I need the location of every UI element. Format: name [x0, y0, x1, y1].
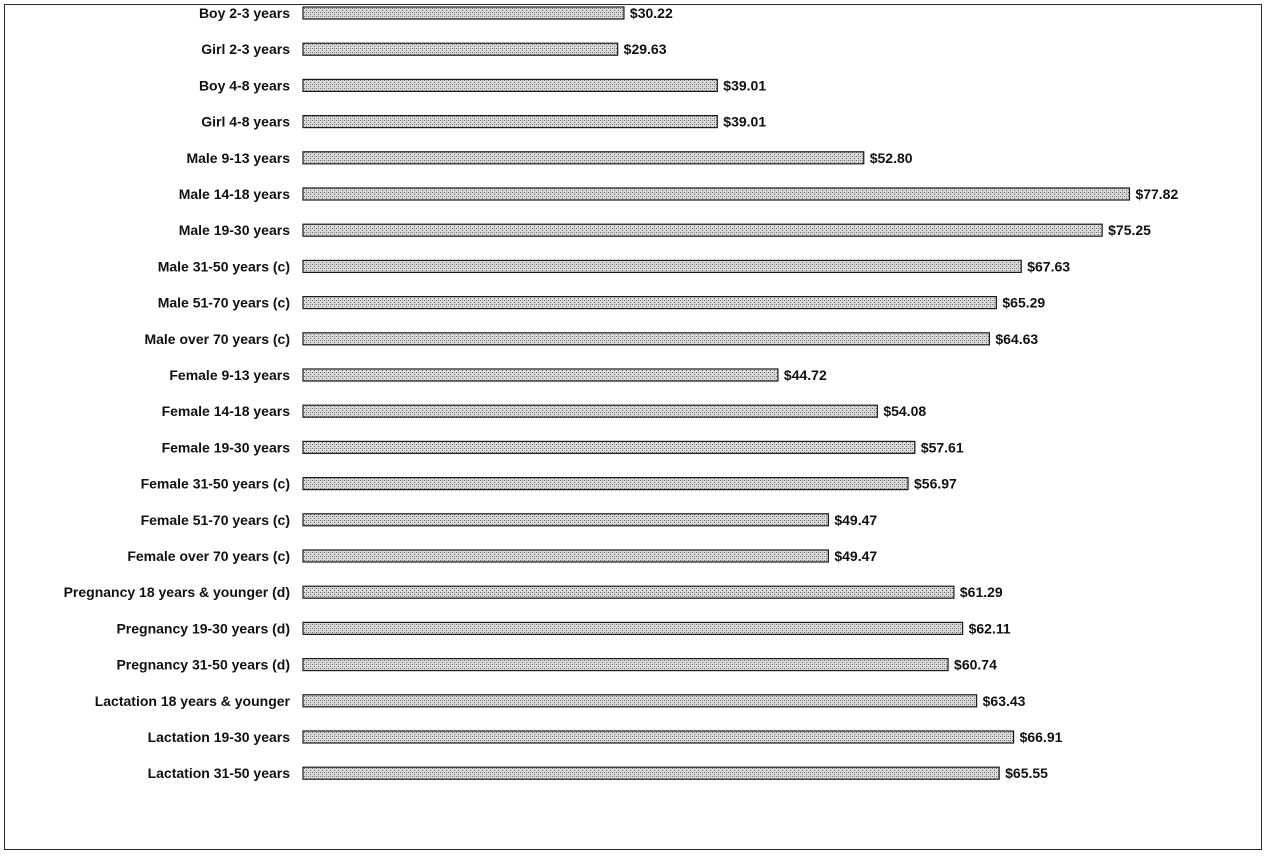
value-label: $29.63: [624, 41, 667, 57]
category-label: Female over 70 years (c): [127, 548, 290, 564]
bar: [302, 513, 829, 527]
bar: [302, 114, 718, 129]
category-label: Male over 70 years (c): [144, 331, 290, 347]
category-label: Pregnancy 31-50 years (d): [116, 657, 290, 673]
category-label: Lactation 19-30 years: [148, 729, 291, 745]
value-label: $54.08: [883, 403, 926, 419]
value-label: $77.82: [1135, 186, 1178, 202]
category-label: Pregnancy 19-30 years (d): [116, 620, 290, 636]
bar: [302, 42, 619, 56]
bar: [302, 549, 829, 563]
category-label: Boy 2-3 years: [199, 5, 290, 21]
bar: [302, 151, 865, 165]
bar: [302, 332, 990, 346]
category-label: Boy 4-8 years: [199, 77, 290, 93]
bar: [302, 187, 1131, 201]
category-label: Pregnancy 18 years & younger (d): [64, 584, 290, 600]
category-label: Female 14-18 years: [162, 403, 291, 419]
value-label: $39.01: [723, 77, 766, 93]
category-label: Lactation 18 years & younger: [95, 693, 291, 709]
value-label: $57.61: [921, 439, 964, 455]
bar: [302, 621, 964, 636]
category-label: Female 9-13 years: [169, 367, 290, 383]
value-label: $60.74: [954, 657, 997, 673]
category-label: Male 14-18 years: [179, 186, 291, 202]
bar: [302, 694, 978, 708]
value-label: $39.01: [723, 114, 766, 130]
category-label: Male 19-30 years: [179, 222, 291, 238]
bar: [302, 657, 949, 672]
bar: [302, 440, 916, 454]
chart-frame: [4, 4, 1262, 850]
value-label: $61.29: [960, 584, 1003, 600]
bar: [302, 78, 718, 93]
bar: [302, 223, 1103, 237]
category-label: Female 31-50 years (c): [141, 476, 290, 492]
category-label: Female 19-30 years: [162, 439, 291, 455]
category-label: Girl 2-3 years: [201, 41, 290, 57]
value-label: $66.91: [1020, 729, 1063, 745]
bar: [302, 766, 1000, 780]
category-label: Male 9-13 years: [186, 150, 290, 166]
value-label: $64.63: [995, 331, 1038, 347]
value-label: $44.72: [784, 367, 827, 383]
value-label: $49.47: [834, 548, 877, 564]
value-label: $65.55: [1005, 765, 1048, 781]
bar-rows: Boy 2-3 years $30.22 Girl 2-3 years $29.63 B…: [64, 5, 1179, 781]
value-label: $52.80: [870, 150, 913, 166]
value-label: $75.25: [1108, 222, 1151, 238]
category-label: Lactation 31-50 years: [148, 765, 291, 781]
value-label: $30.22: [630, 5, 673, 21]
category-label: Female 51-70 years (c): [141, 512, 290, 528]
bar: [302, 585, 955, 599]
bar: [302, 296, 997, 310]
bar: [302, 6, 625, 20]
category-label: Male 31-50 years (c): [158, 258, 290, 274]
value-label: $56.97: [914, 476, 957, 492]
category-label: Male 51-70 years (c): [158, 295, 290, 311]
bar: [302, 404, 878, 418]
value-label: $49.47: [834, 512, 877, 528]
value-label: $65.29: [1002, 295, 1045, 311]
bar: [302, 259, 1022, 273]
value-label: $67.63: [1027, 258, 1070, 274]
category-label: Girl 4-8 years: [201, 114, 290, 130]
value-label: $63.43: [983, 693, 1026, 709]
bar: [302, 730, 1015, 744]
bar: [302, 477, 909, 491]
bar: [302, 368, 779, 382]
value-label: $62.11: [969, 620, 1011, 636]
